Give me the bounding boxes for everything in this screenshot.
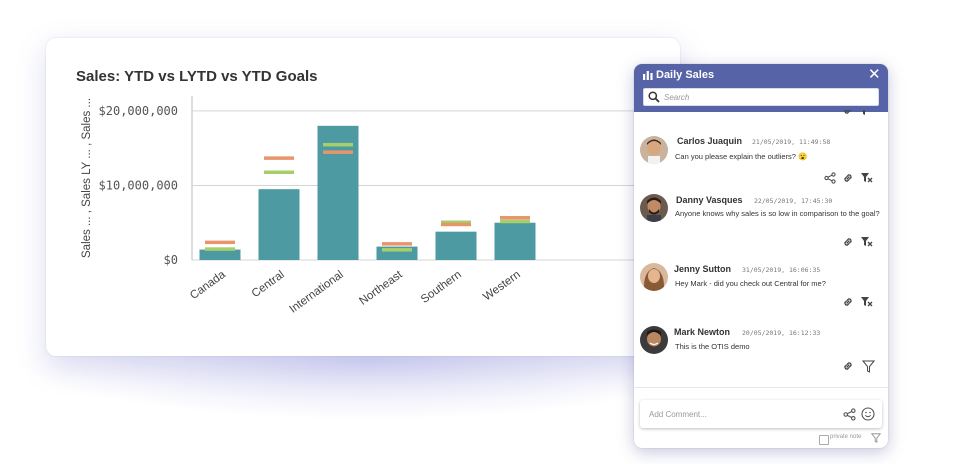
x-tick-label: Northeast xyxy=(357,268,405,307)
link-icon[interactable] xyxy=(842,360,854,372)
comment-text: This is the OTIS demo xyxy=(675,342,750,351)
panel-title: Daily Sales xyxy=(656,69,715,81)
filter-icon[interactable] xyxy=(860,296,873,309)
bar-chart: $0 $10,000,000 $20,000,000 Sales ... , Sale… xyxy=(81,96,680,316)
comment-item: Jenny Sutton 31/05/2019, 16:06:35 Hey Ma… xyxy=(634,260,888,316)
search-input[interactable] xyxy=(664,90,864,104)
comment-timestamp: 22/05/2019, 17:45:30 xyxy=(754,197,833,205)
search-icon xyxy=(648,91,660,103)
panel-header: Daily Sales ✕ xyxy=(634,64,888,112)
share-icon[interactable] xyxy=(843,408,856,421)
comments-panel: Daily Sales ✕ Carlos Juaquin 21/05/2019,… xyxy=(634,64,888,448)
comment-actions xyxy=(842,236,886,250)
bar xyxy=(317,125,359,261)
search-box xyxy=(643,88,879,106)
comment-item: Mark Newton 20/05/2019, 16:12:33 This is… xyxy=(634,322,888,380)
share-icon[interactable] xyxy=(824,172,836,184)
x-tick-label: Western xyxy=(481,269,523,304)
x-tick-label: Southern xyxy=(419,269,464,306)
comment-author: Jenny Sutton xyxy=(674,264,732,274)
comment-input[interactable] xyxy=(649,407,829,421)
comment-item: Carlos Juaquin 21/05/2019, 11:49:58 Can … xyxy=(634,132,888,188)
y-tick-label: $10,000,000 xyxy=(99,178,178,192)
y-tick-label: $0 xyxy=(164,253,178,267)
goal-marker xyxy=(323,150,353,154)
bar xyxy=(199,249,241,260)
goal-marker xyxy=(264,170,294,175)
comment-text: Anyone knows why sales is so low in comp… xyxy=(675,209,880,218)
goal-marker xyxy=(205,247,235,251)
filter-icon[interactable] xyxy=(860,172,873,185)
comment-actions xyxy=(842,360,886,374)
close-icon[interactable]: ✕ xyxy=(868,66,881,83)
goal-marker xyxy=(500,216,530,220)
link-icon[interactable] xyxy=(842,236,854,248)
goal-marker xyxy=(441,222,471,227)
emoji-icon[interactable] xyxy=(861,407,875,421)
avatar xyxy=(640,263,668,291)
goal-marker xyxy=(264,156,294,160)
avatar xyxy=(640,194,668,222)
bar-chart-icon xyxy=(643,71,653,80)
filter-icon[interactable] xyxy=(860,236,873,249)
comment-author: Mark Newton xyxy=(674,327,731,337)
x-tick-label: Canada xyxy=(188,268,228,302)
comment-timestamp: 31/05/2019, 16:06:35 xyxy=(742,266,821,274)
comment-timestamp: 21/05/2019, 11:49:58 xyxy=(752,138,831,146)
goal-marker xyxy=(323,142,353,147)
comment-item: Danny Vasques 22/05/2019, 17:45:30 Anyon… xyxy=(634,190,888,254)
avatar xyxy=(640,326,668,354)
comment-author: Carlos Juaquin xyxy=(677,136,743,146)
comment-author: Danny Vasques xyxy=(676,195,743,205)
goal-marker xyxy=(382,242,412,246)
x-tick-label: Central xyxy=(250,269,287,301)
link-icon[interactable] xyxy=(842,172,854,184)
filter-outline-icon[interactable] xyxy=(871,433,881,443)
link-icon[interactable] xyxy=(842,110,854,116)
chart-title: Sales: YTD vs LYTD vs YTD Goals xyxy=(76,68,318,85)
avatar xyxy=(640,136,668,164)
comment-text: Can you please explain the outliers? 😮 xyxy=(675,152,808,161)
bar xyxy=(494,222,536,260)
link-icon[interactable] xyxy=(842,296,854,308)
goal-marker xyxy=(441,220,471,224)
comment-actions xyxy=(842,296,886,310)
x-tick-label: International xyxy=(288,269,346,316)
goal-marker xyxy=(382,248,412,252)
scrolled-actions xyxy=(830,110,880,118)
divider xyxy=(634,387,888,388)
goal-marker xyxy=(500,219,530,224)
filter-outline-icon[interactable] xyxy=(862,360,875,373)
comment-timestamp: 20/05/2019, 16:12:33 xyxy=(742,329,821,337)
comment-actions xyxy=(824,172,884,186)
bar xyxy=(435,231,477,260)
y-tick-label: $20,000,000 xyxy=(99,104,178,118)
comment-text: Hey Mark - did you check out Central for… xyxy=(675,279,826,288)
y-axis-label: Sales ... , Sales LY ... , Sales ... xyxy=(81,98,93,258)
filter-icon[interactable] xyxy=(858,110,870,116)
chart-card: $0 $10,000,000 $20,000,000 Sales ... , Sale… xyxy=(46,38,680,356)
bar xyxy=(258,189,300,260)
private-note-label: private note xyxy=(830,434,862,440)
comment-box xyxy=(640,400,882,428)
private-note-checkbox[interactable] xyxy=(819,435,829,445)
goal-marker xyxy=(205,240,235,245)
